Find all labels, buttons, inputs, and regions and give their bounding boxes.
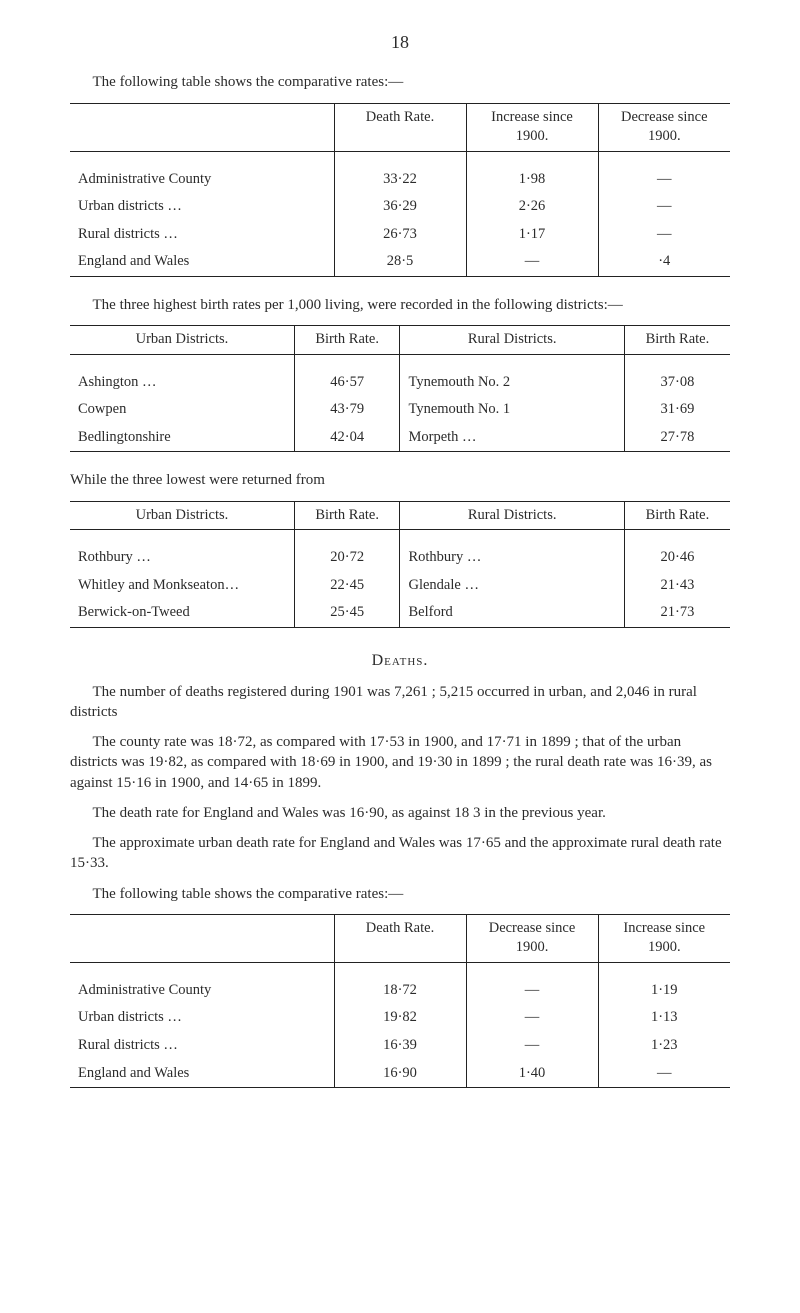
t4-h2: Decrease since 1900. — [466, 914, 598, 962]
t3-r0c2: Rothbury … — [400, 544, 624, 572]
intro-paragraph-1: The following table shows the comparativ… — [70, 72, 730, 92]
t4-r2c3: 1·23 — [598, 1032, 730, 1060]
t4-r1c0: Urban districts … — [70, 1004, 334, 1032]
t2-r0c1: 46·57 — [294, 369, 400, 397]
t2-r2c2: Morpeth … — [400, 424, 624, 452]
t1-r3c2: — — [466, 248, 598, 276]
t2-r0c3: 37·08 — [624, 369, 730, 397]
t4-r0c1: 18·72 — [334, 977, 466, 1005]
deaths-paragraph-1: The number of deaths registered during 1… — [70, 682, 730, 723]
t1-r3c1: 28·5 — [334, 248, 466, 276]
t4-r0c3: 1·19 — [598, 977, 730, 1005]
t1-r0c1: 33·22 — [334, 166, 466, 194]
t3-r2c2: Belford — [400, 599, 624, 627]
paragraph-3: While the three lowest were returned fro… — [70, 470, 730, 490]
t1-r3c0: England and Wales — [70, 248, 334, 276]
deaths-paragraph-3: The death rate for England and Wales was… — [70, 803, 730, 823]
t4-h3: Increase since 1900. — [598, 914, 730, 962]
t3-r2c0: Berwick-on-Tweed — [70, 599, 294, 627]
t3-h3: Birth Rate. — [624, 501, 730, 530]
t3-r2c3: 21·73 — [624, 599, 730, 627]
t1-r0c3: — — [598, 166, 730, 194]
t1-r1c0: Urban districts … — [70, 193, 334, 221]
t1-r3c3: ·4 — [598, 248, 730, 276]
t4-h1: Death Rate. — [334, 914, 466, 962]
lowest-birth-rates-table: Urban Districts. Birth Rate. Rural Distr… — [70, 501, 730, 628]
t1-h2: Increase since 1900. — [466, 103, 598, 151]
t3-r0c1: 20·72 — [294, 544, 400, 572]
t2-r1c1: 43·79 — [294, 396, 400, 424]
deaths-paragraph-5: The following table shows the comparativ… — [70, 884, 730, 904]
t2-h2: Rural Districts. — [400, 326, 624, 355]
t2-r1c2: Tynemouth No. 1 — [400, 396, 624, 424]
t2-h3: Birth Rate. — [624, 326, 730, 355]
t4-r3c1: 16·90 — [334, 1060, 466, 1088]
t3-r0c3: 20·46 — [624, 544, 730, 572]
t1-h3: Decrease since 1900. — [598, 103, 730, 151]
t2-r2c0: Bedlingtonshire — [70, 424, 294, 452]
t1-h0 — [70, 103, 334, 151]
t3-h0: Urban Districts. — [70, 501, 294, 530]
t2-r0c0: Ashington … — [70, 369, 294, 397]
t4-r1c2: — — [466, 1004, 598, 1032]
t4-r1c1: 19·82 — [334, 1004, 466, 1032]
t4-r3c2: 1·40 — [466, 1060, 598, 1088]
t4-r3c0: England and Wales — [70, 1060, 334, 1088]
paragraph-2: The three highest birth rates per 1,000 … — [70, 295, 730, 315]
t1-r0c0: Administrative County — [70, 166, 334, 194]
page-number: 18 — [70, 30, 730, 54]
t4-r1c3: 1·13 — [598, 1004, 730, 1032]
t1-r1c1: 36·29 — [334, 193, 466, 221]
deaths-paragraph-4: The approximate urban death rate for Eng… — [70, 833, 730, 874]
t1-r2c1: 26·73 — [334, 221, 466, 249]
t3-r2c1: 25·45 — [294, 599, 400, 627]
t3-r1c2: Glendale … — [400, 572, 624, 600]
t3-h2: Rural Districts. — [400, 501, 624, 530]
t4-r2c2: — — [466, 1032, 598, 1060]
t2-r1c3: 31·69 — [624, 396, 730, 424]
t2-r2c3: 27·78 — [624, 424, 730, 452]
t1-h1: Death Rate. — [334, 103, 466, 151]
t3-h1: Birth Rate. — [294, 501, 400, 530]
t3-r1c1: 22·45 — [294, 572, 400, 600]
t2-r1c0: Cowpen — [70, 396, 294, 424]
t4-r0c2: — — [466, 977, 598, 1005]
t1-r2c2: 1·17 — [466, 221, 598, 249]
t4-r0c0: Administrative County — [70, 977, 334, 1005]
t1-r2c0: Rural districts … — [70, 221, 334, 249]
t2-r2c1: 42·04 — [294, 424, 400, 452]
t4-r3c3: — — [598, 1060, 730, 1088]
t4-h0 — [70, 914, 334, 962]
highest-birth-rates-table: Urban Districts. Birth Rate. Rural Distr… — [70, 325, 730, 452]
t3-r1c0: Whitley and Monkseaton… — [70, 572, 294, 600]
t2-h1: Birth Rate. — [294, 326, 400, 355]
t4-r2c0: Rural districts … — [70, 1032, 334, 1060]
t1-r0c2: 1·98 — [466, 166, 598, 194]
t1-r1c2: 2·26 — [466, 193, 598, 221]
t1-r1c3: — — [598, 193, 730, 221]
comparative-rates-table-2: Death Rate. Decrease since 1900. Increas… — [70, 914, 730, 1088]
t4-r2c1: 16·39 — [334, 1032, 466, 1060]
deaths-paragraph-2: The county rate was 18·72, as compared w… — [70, 732, 730, 793]
t2-h0: Urban Districts. — [70, 326, 294, 355]
t1-r2c3: — — [598, 221, 730, 249]
t3-r1c3: 21·43 — [624, 572, 730, 600]
deaths-heading: Deaths. — [70, 650, 730, 672]
t3-r0c0: Rothbury … — [70, 544, 294, 572]
t2-r0c2: Tynemouth No. 2 — [400, 369, 624, 397]
comparative-rates-table-1: Death Rate. Increase since 1900. Decreas… — [70, 103, 730, 277]
